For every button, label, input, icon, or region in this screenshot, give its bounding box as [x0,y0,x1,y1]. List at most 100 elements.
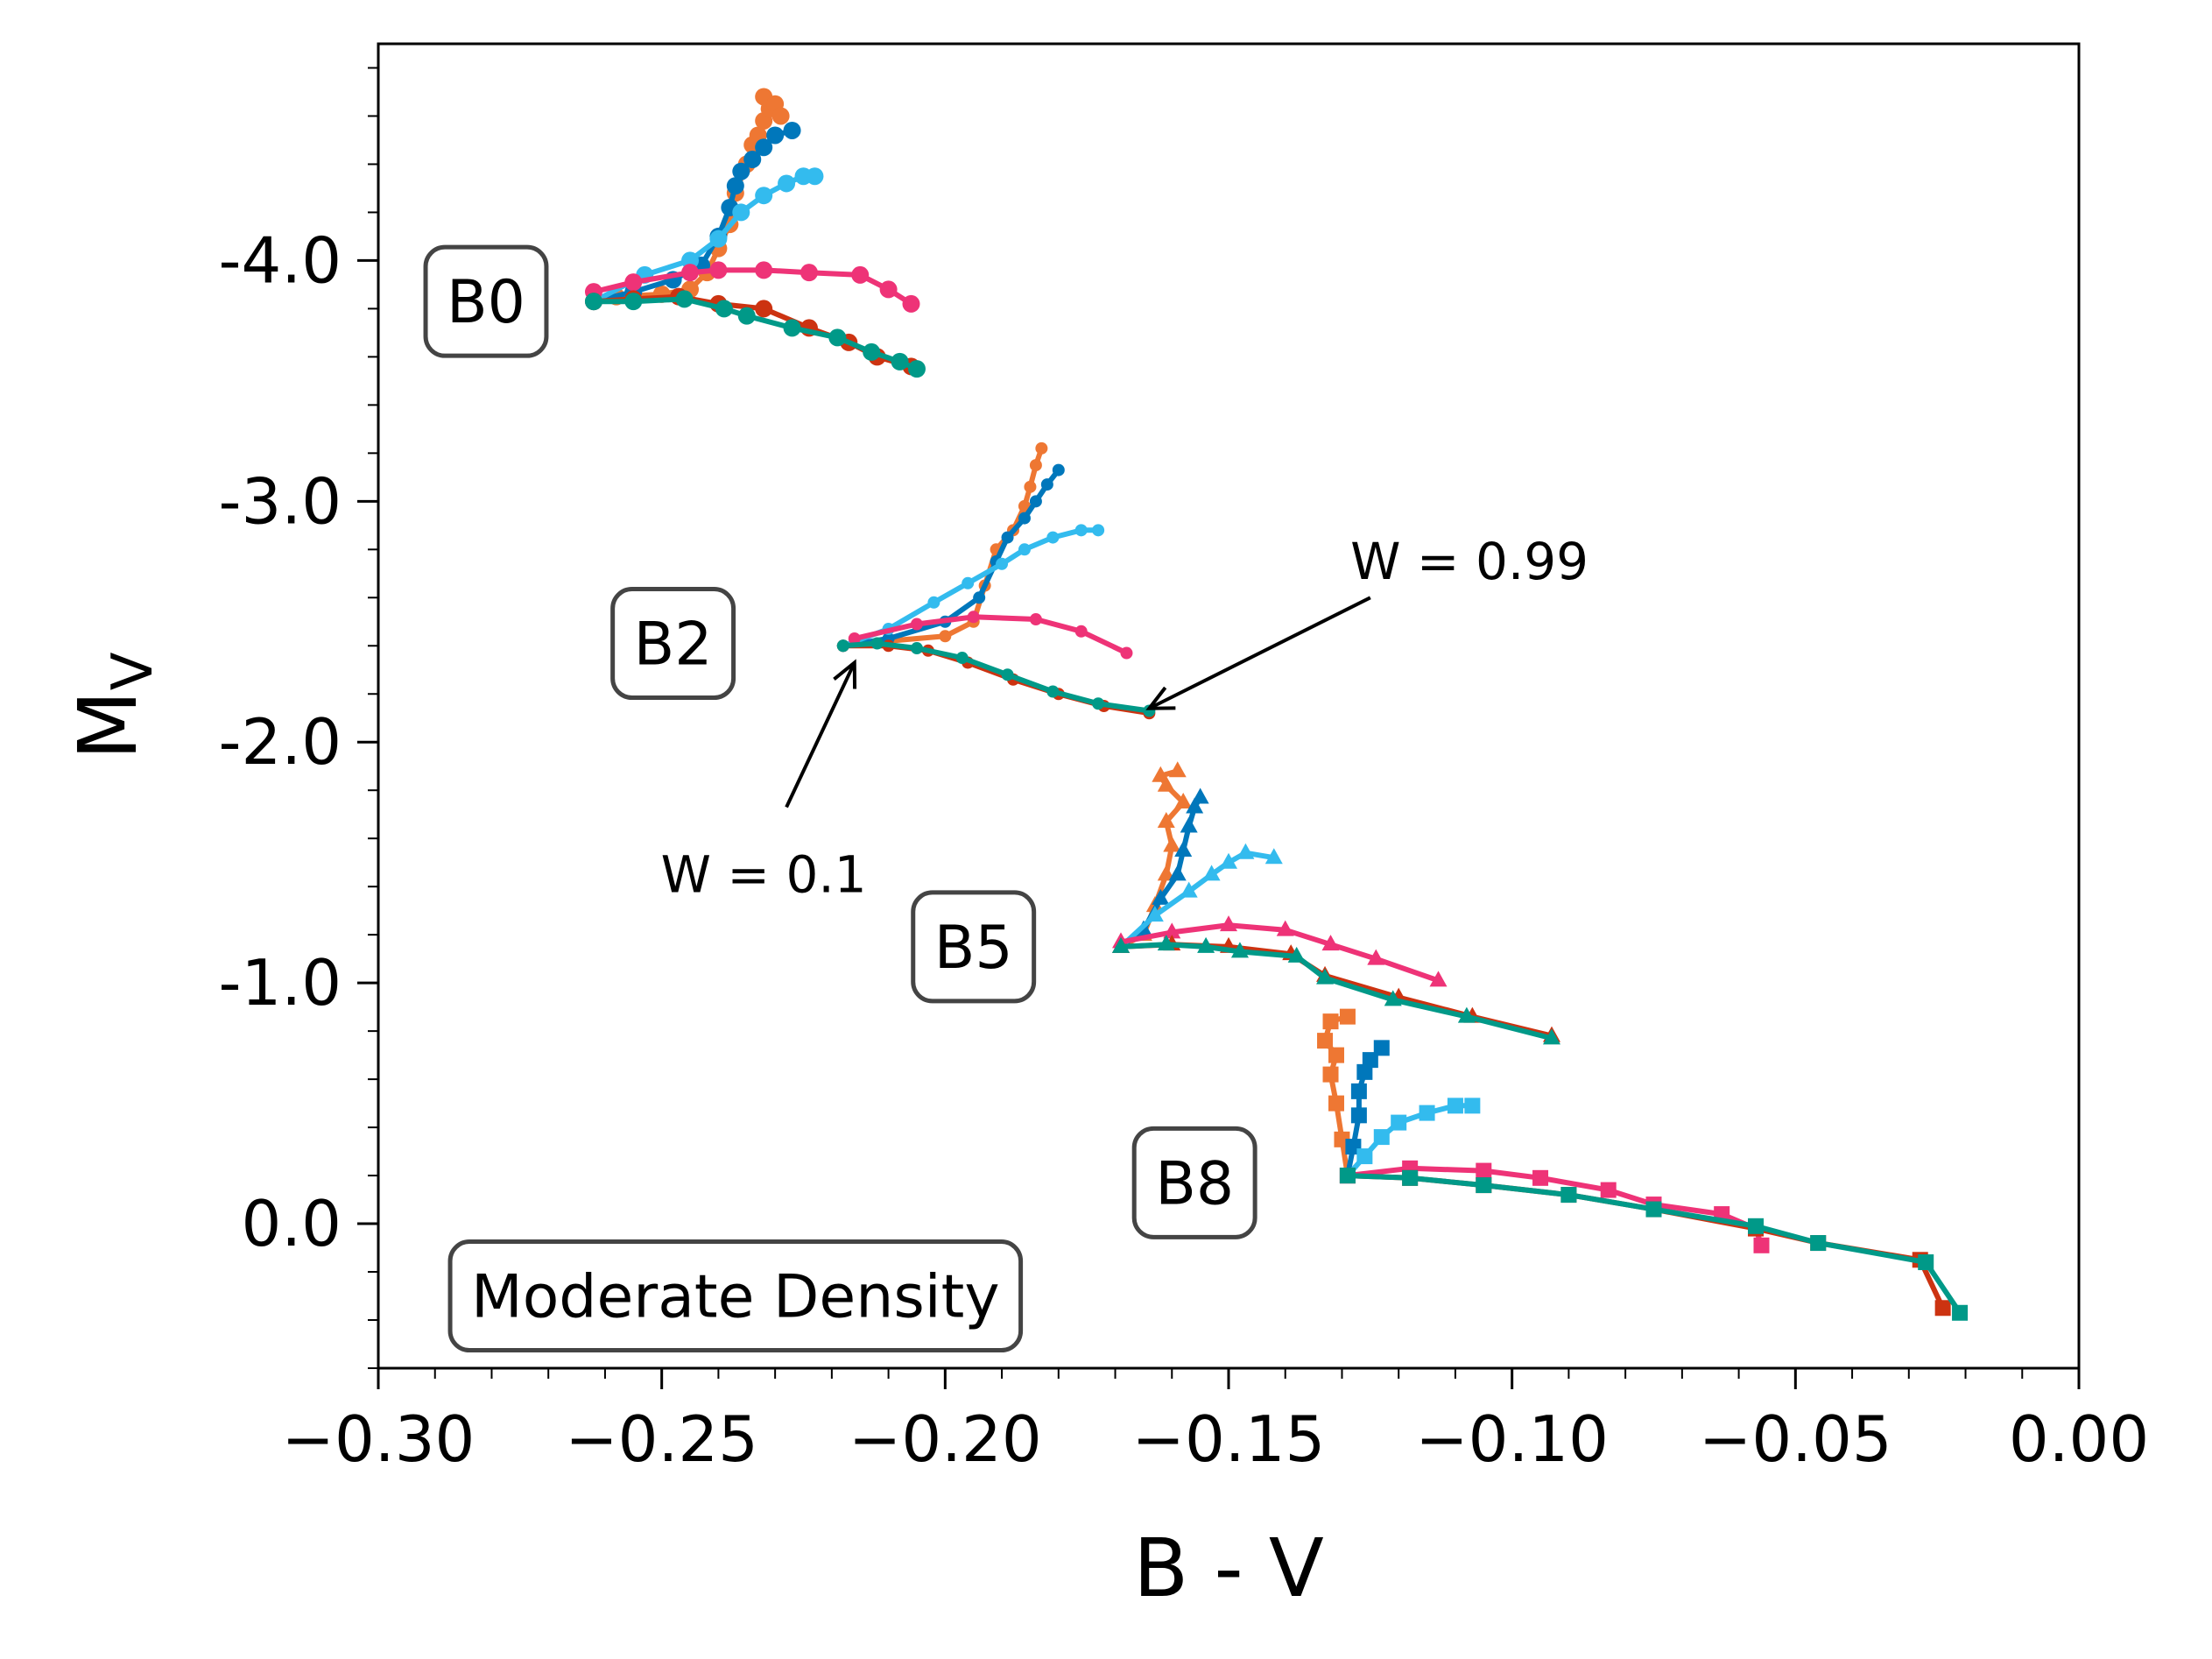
data-point [681,264,700,282]
data-point [1322,1013,1339,1030]
data-point [1532,1169,1549,1186]
data-point [1276,920,1294,936]
data-point [1328,1095,1344,1112]
data-point [1152,766,1170,782]
label-box-text: B8 [1155,1149,1234,1218]
data-point [1952,1304,1969,1321]
x-tick-label: −0.15 [1132,1402,1326,1476]
data-point [1186,797,1204,814]
data-point [1600,1182,1617,1198]
data-point [1157,775,1175,792]
data-point [737,307,756,325]
data-point [1447,1098,1463,1114]
data-point [955,652,969,665]
label-box [447,1239,1024,1353]
data-point [1120,646,1133,660]
data-point [1419,1105,1435,1121]
data-point [1476,1177,1492,1194]
label-box-layer: B0 B2 B5 B8 Moderate Density [423,244,1257,1353]
data-point [891,352,909,371]
data-point [1645,1201,1662,1218]
data-point [1356,1148,1373,1165]
series-line [591,293,914,370]
y-axis-label-main: M [61,690,155,759]
data-point [1429,971,1448,987]
data-point [910,642,923,655]
data-point [1001,531,1014,544]
data-point [766,126,785,145]
data-point [1163,836,1181,852]
data-point [863,342,881,361]
data-point [848,632,861,646]
data-point [1367,949,1385,965]
series-line [1344,1173,1946,1311]
data-point [1029,495,1042,508]
data-point [1168,761,1187,778]
series-line [591,296,919,372]
annotation-label: W = 0.99 [1350,532,1589,591]
data-point [851,265,870,284]
data-point [1464,1098,1481,1114]
data-point [1328,1047,1344,1063]
data-point [1220,852,1237,869]
data-point [1476,1162,1492,1179]
data-point [927,596,940,609]
y-tick-label: -1.0 [219,946,342,1020]
data-point [1180,816,1198,833]
data-point [1157,811,1175,828]
data-point [1542,1028,1560,1045]
data-point [715,300,733,318]
data-point [1230,942,1249,958]
data-point [732,162,750,180]
data-point [1157,935,1175,951]
x-tick-label: −0.25 [565,1402,758,1476]
group-b5 [1112,761,1560,1045]
data-point [1317,1033,1334,1049]
data-point [1236,843,1255,859]
data-point [1197,936,1215,953]
data-point [755,187,773,205]
data-point [1265,848,1283,865]
annotation-arrow-head [833,659,857,689]
data-point [624,273,643,292]
data-point [1029,459,1042,472]
data-point [1322,1066,1339,1083]
data-point [675,290,694,308]
data-point [1001,668,1014,681]
data-point [1402,1169,1419,1186]
data-point [1391,1114,1407,1131]
data-point [732,203,750,222]
data-point [907,360,926,378]
x-tick-label: −0.10 [1415,1402,1609,1476]
data-point [1074,524,1088,537]
annotation-label: W = 0.1 [661,844,867,904]
data-point [1350,1107,1367,1124]
series-line [840,640,1152,714]
tick-layer: −0.30 −0.25 −0.20 −0.15 −0.10 −0.05 0.00 -4.0 -3… [219,67,2149,1476]
data-point [1092,697,1105,710]
data-point [726,177,744,195]
data-point [1810,1235,1827,1252]
data-point [800,264,818,282]
data-point [771,107,790,125]
data-point [1362,1052,1378,1069]
data-point [743,150,762,168]
data-point [1339,1008,1356,1025]
data-point [1356,1063,1373,1080]
x-tick-label: 0.00 [2009,1402,2149,1476]
annotation-arrow-line [785,661,856,808]
data-point [1046,531,1060,544]
data-point [1753,1237,1770,1253]
data-point [879,280,898,299]
data-point [836,639,849,653]
data-point [973,591,986,604]
label-box [1131,1126,1257,1239]
data-point [1191,787,1209,804]
data-point [1029,613,1042,626]
label-box [423,244,549,358]
data-point [1174,840,1193,857]
label-box-text: B5 [934,914,1013,983]
data-point [1934,1300,1951,1317]
data-point [967,611,980,624]
